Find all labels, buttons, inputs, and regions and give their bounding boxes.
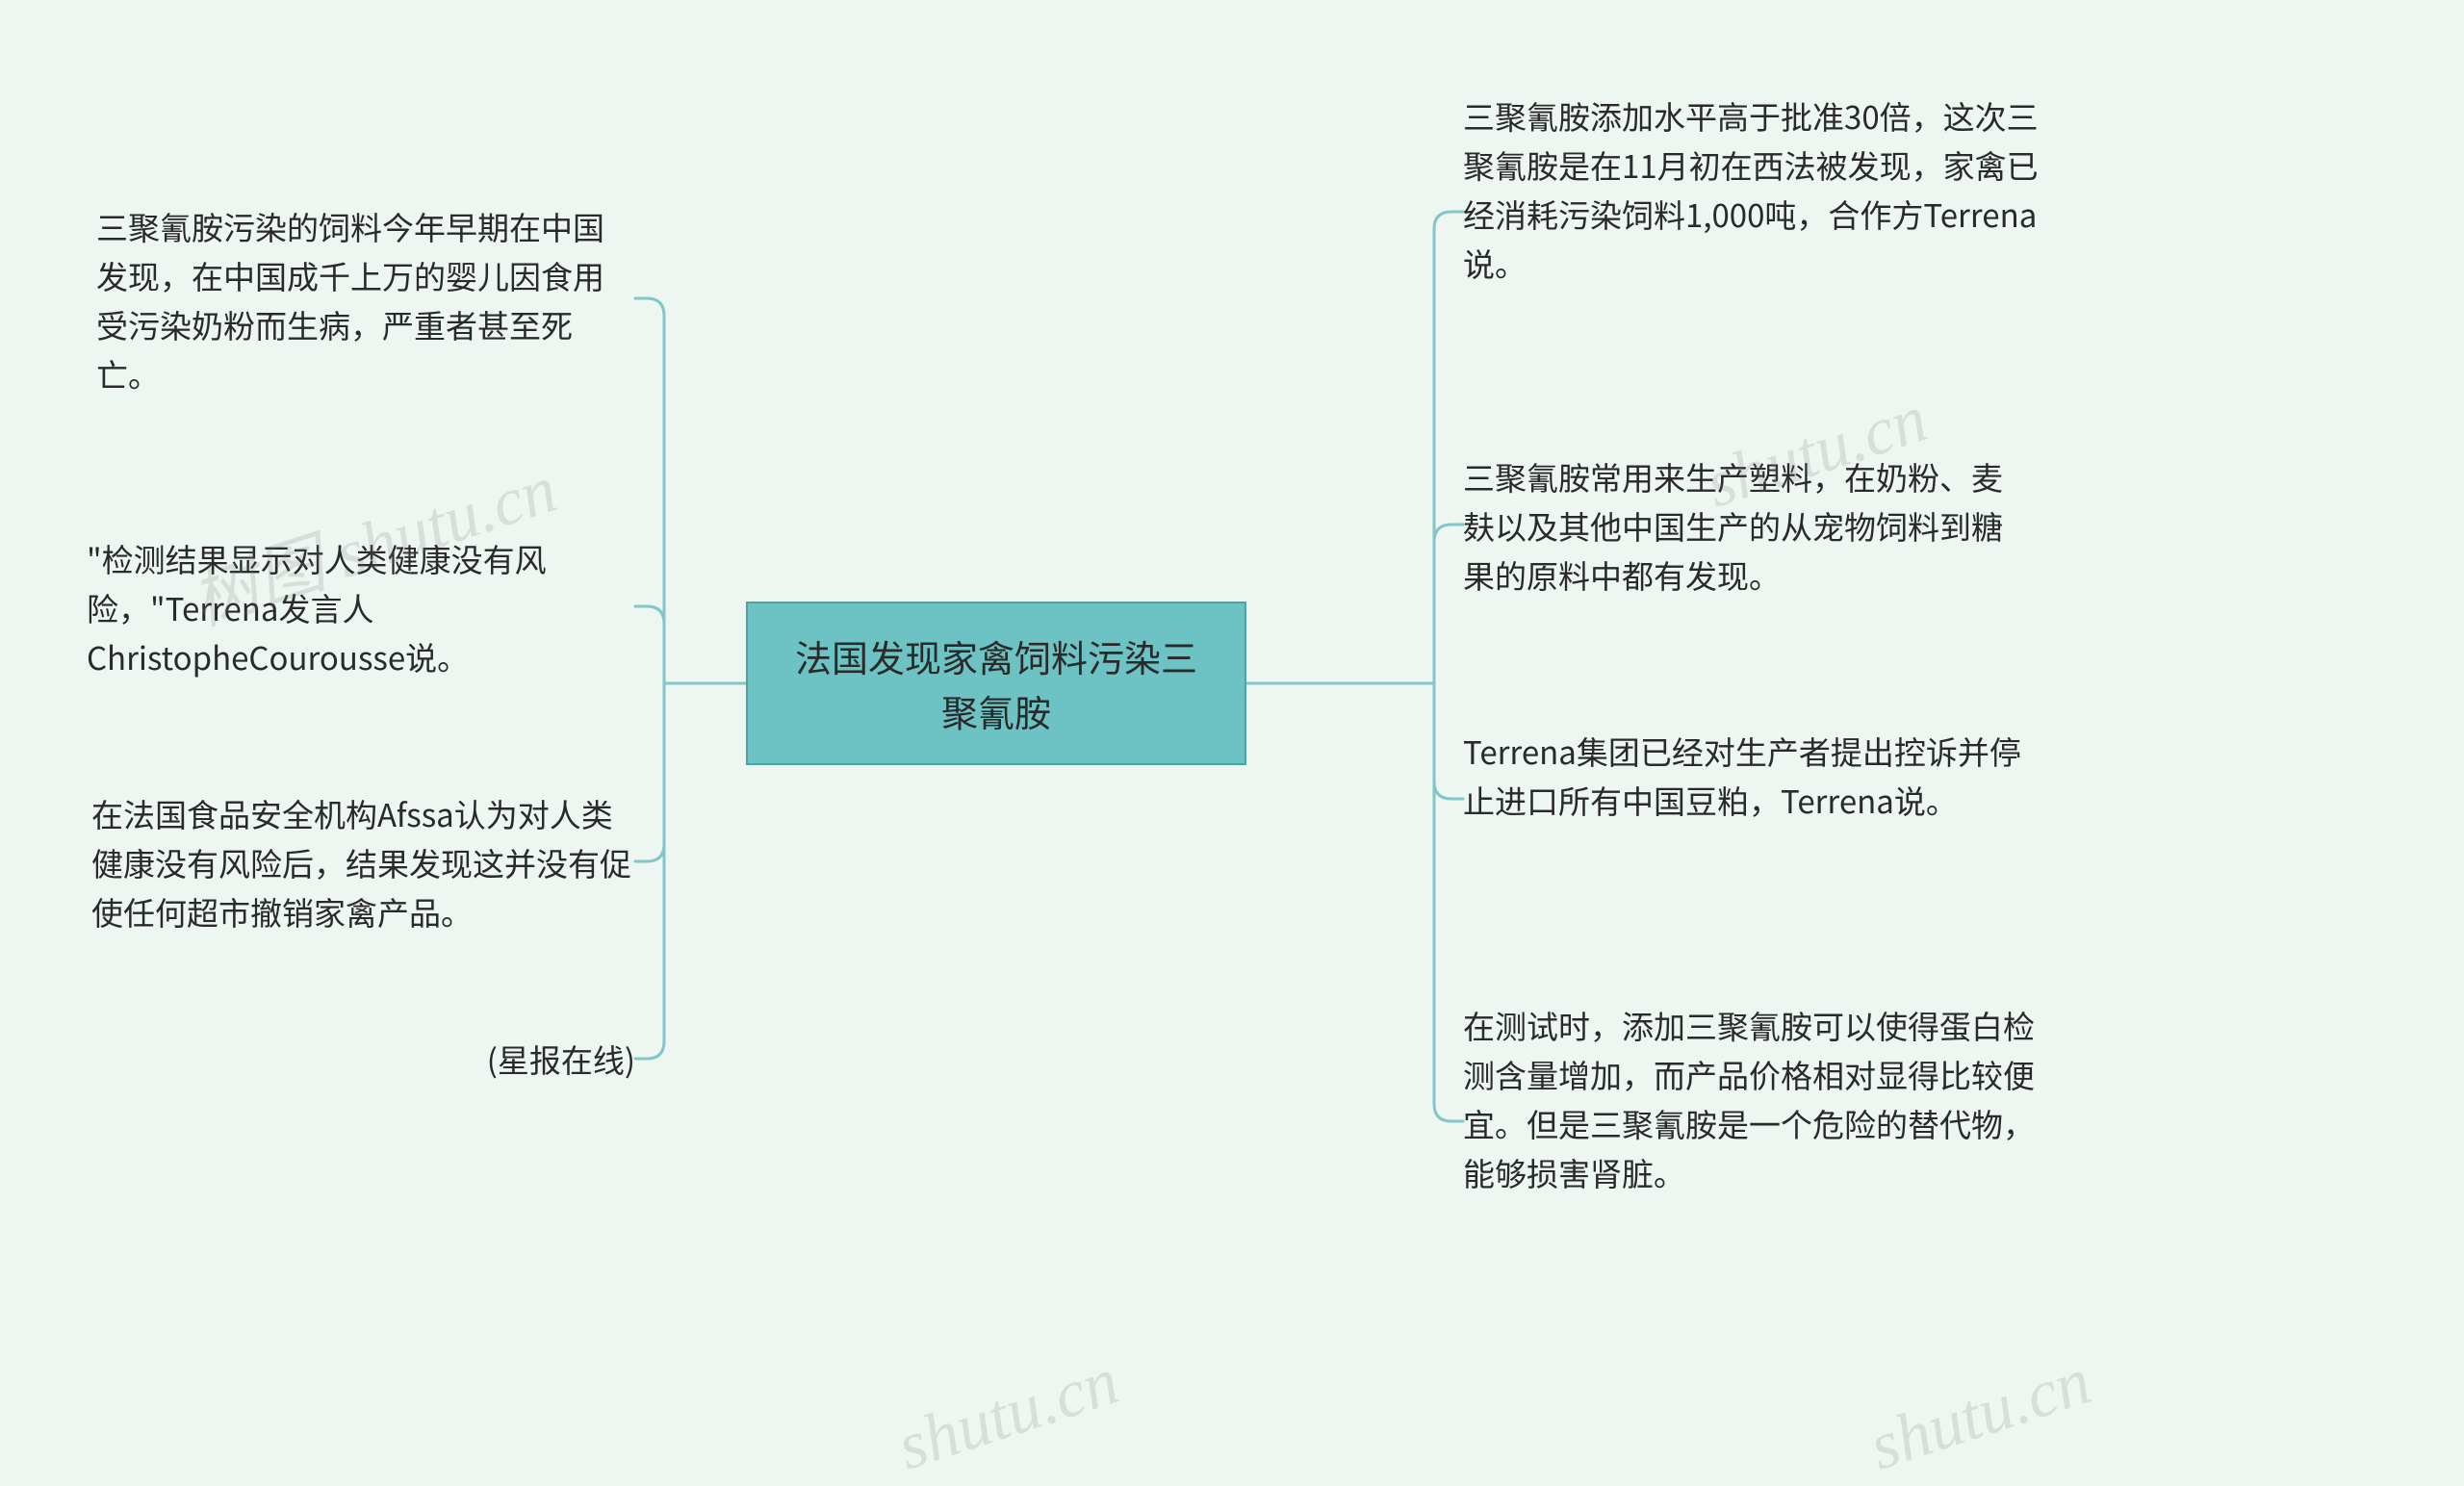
- center-topic-text: 法国发现家禽饲料污染三聚氰胺: [786, 628, 1206, 738]
- right-leaf-0: 三聚氰胺添加水平高于批准30倍，这次三聚氰胺是在11月初在西法被发现，家禽已经消…: [1463, 91, 2040, 289]
- left-leaf-1: "检测结果显示对人类健康没有风险，"Terrena发言人ChristopheCo…: [87, 534, 635, 681]
- left-leaf-2: 在法国食品安全机构Afssa认为对人类健康没有风险后，结果发现这并没有促使任何超…: [91, 789, 635, 936]
- watermark-2: shutu.cn: [888, 1344, 1127, 1486]
- right-leaf-3: 在测试时，添加三聚氰胺可以使得蛋白检测含量增加，而产品价格相对显得比较便宜。但是…: [1463, 1001, 2036, 1198]
- right-leaf-2: Terrena集团已经对生产者提出控诉并停止进口所有中国豆粕，Terrena说。: [1463, 727, 2040, 825]
- center-topic: 法国发现家禽饲料污染三聚氰胺: [746, 602, 1246, 765]
- left-leaf-3: (星报在线): [472, 1035, 635, 1084]
- left-leaf-0: 三聚氰胺污染的饲料今年早期在中国发现，在中国成千上万的婴儿因食用受污染奶粉而生病…: [96, 202, 635, 399]
- watermark-3: shutu.cn: [1861, 1344, 2099, 1486]
- mindmap-canvas: 法国发现家禽饲料污染三聚氰胺 三聚氰胺污染的饲料今年早期在中国发现，在中国成千上…: [0, 0, 2464, 1475]
- right-leaf-1: 三聚氰胺常用来生产塑料，在奶粉、麦麸以及其他中国生产的从宠物饲料到糖果的原料中都…: [1463, 452, 2031, 600]
